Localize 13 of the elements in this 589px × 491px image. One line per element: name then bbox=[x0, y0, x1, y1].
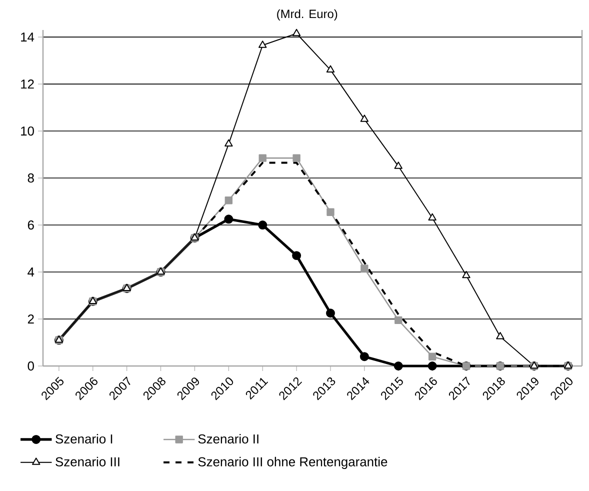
y-tick-label: 6 bbox=[28, 220, 34, 230]
y-tick-label: 8 bbox=[28, 173, 34, 183]
chart-title: (Mrd. Euro) bbox=[277, 9, 338, 20]
legend-label: Szenario II bbox=[198, 434, 258, 444]
legend-label: Szenario III bbox=[56, 456, 120, 466]
y-tick-label: 10 bbox=[21, 126, 34, 136]
legend-label: Szenario III ohne Rentengarantie bbox=[198, 456, 388, 469]
legend-label: Szenario I bbox=[56, 434, 112, 444]
y-tick-label: 14 bbox=[21, 32, 34, 42]
y-tick-label: 2 bbox=[28, 314, 34, 324]
y-tick-label: 0 bbox=[28, 361, 34, 371]
y-tick-label: 12 bbox=[21, 80, 34, 89]
y-tick-label: 4 bbox=[28, 268, 34, 276]
